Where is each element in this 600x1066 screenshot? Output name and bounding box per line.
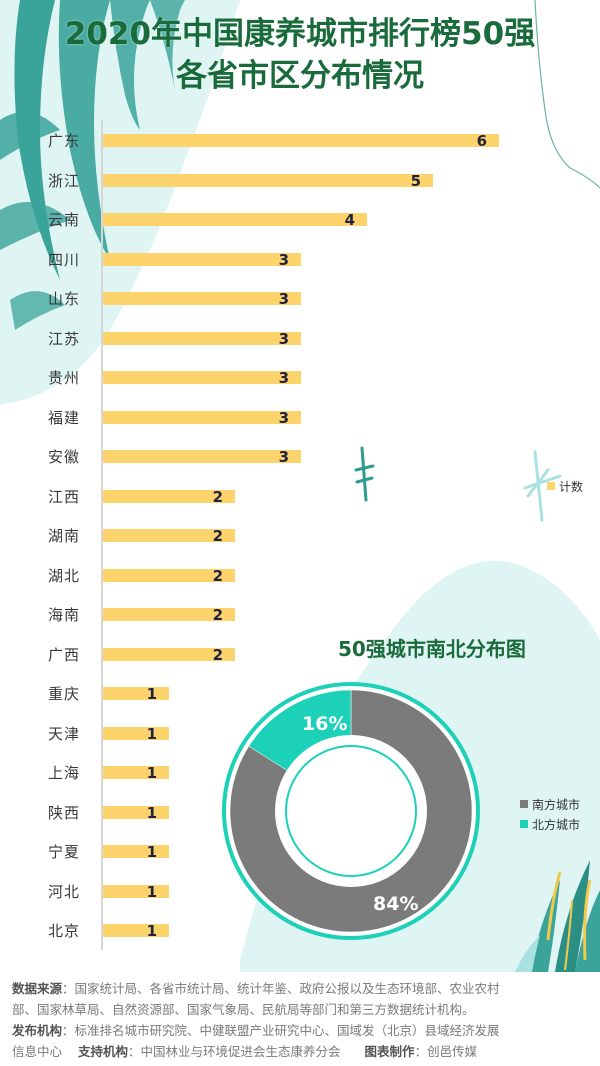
bar [103,213,367,226]
bar-value-label: 3 [278,329,289,348]
inner-ring [285,745,417,877]
maker-label: 图表制作 [364,1044,415,1059]
bar [103,568,235,582]
bar [103,608,235,621]
bar [103,371,301,384]
bar [103,726,169,740]
category-label: 福建 [48,408,81,427]
bar-legend: 计数 [547,478,583,494]
category-label: 宁夏 [48,843,81,861]
label-north-percent: 16% [302,713,347,735]
category-label: 重庆 [48,685,81,703]
pie-chart-title: 50强城市南北分布图 [338,637,526,661]
category-label: 广西 [48,645,81,664]
bar [103,331,301,345]
source-text-2: 部、国家林草局、自然资源部、国家气象局、民航局等部门和第三方数据统计机构。 [12,1002,475,1017]
bar-value-label: 3 [278,250,289,269]
category-label: 浙江 [48,171,81,190]
bar-value-label: 6 [476,132,487,150]
category-label: 山东 [48,290,81,308]
publisher-text-1: ：标准排名城市研究院、中健联盟产业研究中心、国域发（北京）县域经济发展 [62,1023,500,1038]
pie-legend: 南方城市 北方城市 [520,794,580,834]
bar-value-label: 2 [212,645,223,664]
category-label: 江苏 [48,329,81,348]
category-label: 安徽 [48,448,81,466]
category-label: 陕西 [48,803,81,822]
dragonfly-left [354,446,375,502]
bar [103,805,169,819]
bar-value-label: 5 [410,171,421,190]
bar [103,845,169,858]
footer-line-1: 数据来源：国家统计局、各省市统计局、统计年鉴、政府公报以及生态环境部、农业农村 [12,978,592,999]
category-label: 湖北 [48,566,81,585]
bar [103,450,301,463]
donut-chart: 16% 84% [220,680,482,942]
bar [103,173,433,187]
bar-value-label: 3 [278,448,289,466]
bar [103,766,169,779]
legend-label-south: 南方城市 [532,797,581,812]
category-label: 北京 [48,922,81,940]
bar-value-label: 1 [146,922,157,940]
bar-value-label: 4 [344,211,355,229]
source-text-1: ：国家统计局、各省市统计局、统计年鉴、政府公报以及生态环境部、农业农村 [62,981,500,996]
legend-item-south: 南方城市 [520,794,580,814]
footer-line-4: 信息中心 支持机构：中国林业与环境促进会生态康养分会 图表制作：创邑传媒 [12,1041,592,1062]
bar [103,647,235,661]
bar-value-label: 1 [146,803,157,822]
bar [103,529,235,542]
bar-value-label: 2 [212,566,223,585]
maker-text: ：创邑传媒 [414,1044,478,1059]
legend-label-north: 北方城市 [532,817,581,832]
bar [103,252,301,266]
legend-swatch-north [520,820,528,828]
publisher-label: 发布机构 [12,1023,63,1038]
bar-value-label: 1 [146,843,157,861]
bar [103,292,301,305]
bar-value-label: 1 [146,764,157,782]
footer-line-2: 部、国家林草局、自然资源部、国家气象局、民航局等部门和第三方数据统计机构。 [12,999,592,1020]
bar [103,134,499,147]
category-label: 贵州 [48,369,81,387]
plants-bottom-right [515,860,600,972]
legend-swatch-south [520,800,528,808]
category-label: 海南 [48,606,81,624]
donut-hole [275,735,427,887]
category-label: 广东 [48,132,81,150]
bar-value-label: 2 [212,606,223,624]
bar [103,924,169,937]
bar-value-label: 2 [212,527,223,545]
bar-value-label: 1 [146,724,157,743]
chart-title-line-1: 2020年中国康养城市排行榜50强 [64,16,536,52]
bar-value-label: 3 [278,290,289,308]
category-label: 天津 [48,724,81,743]
support-label: 支持机构 [78,1044,129,1059]
category-label: 云南 [48,211,81,229]
chart-title-line-2: 各省市区分布情况 [176,58,424,94]
bar-value-label: 1 [146,882,157,901]
legend-swatch-count [547,482,555,490]
bar-value-label: 3 [278,369,289,387]
bar [103,884,169,898]
category-label: 四川 [48,250,81,269]
publisher-text-2: 信息中心 [12,1044,63,1059]
category-label: 湖南 [48,527,81,545]
legend-label-count: 计数 [559,479,584,494]
category-label: 江西 [48,487,81,506]
bar [103,410,301,424]
footer-sources: 数据来源：国家统计局、各省市统计局、统计年鉴、政府公报以及生态环境部、农业农村 … [12,978,592,1062]
bar [103,687,169,700]
y-axis-line [101,120,103,950]
label-south-percent: 84% [373,893,418,915]
bar-value-label: 3 [278,408,289,427]
bar-value-label: 2 [212,487,223,506]
legend-item-north: 北方城市 [520,814,580,834]
support-text: ：中国林业与环境促进会生态康养分会 [128,1044,341,1059]
footer-line-3: 发布机构：标准排名城市研究院、中健联盟产业研究中心、国域发（北京）县域经济发展 [12,1020,592,1041]
bar-value-label: 1 [146,685,157,703]
category-label: 河北 [48,882,81,901]
bar [103,489,235,503]
category-label: 上海 [48,764,81,782]
source-label: 数据来源 [12,981,63,996]
